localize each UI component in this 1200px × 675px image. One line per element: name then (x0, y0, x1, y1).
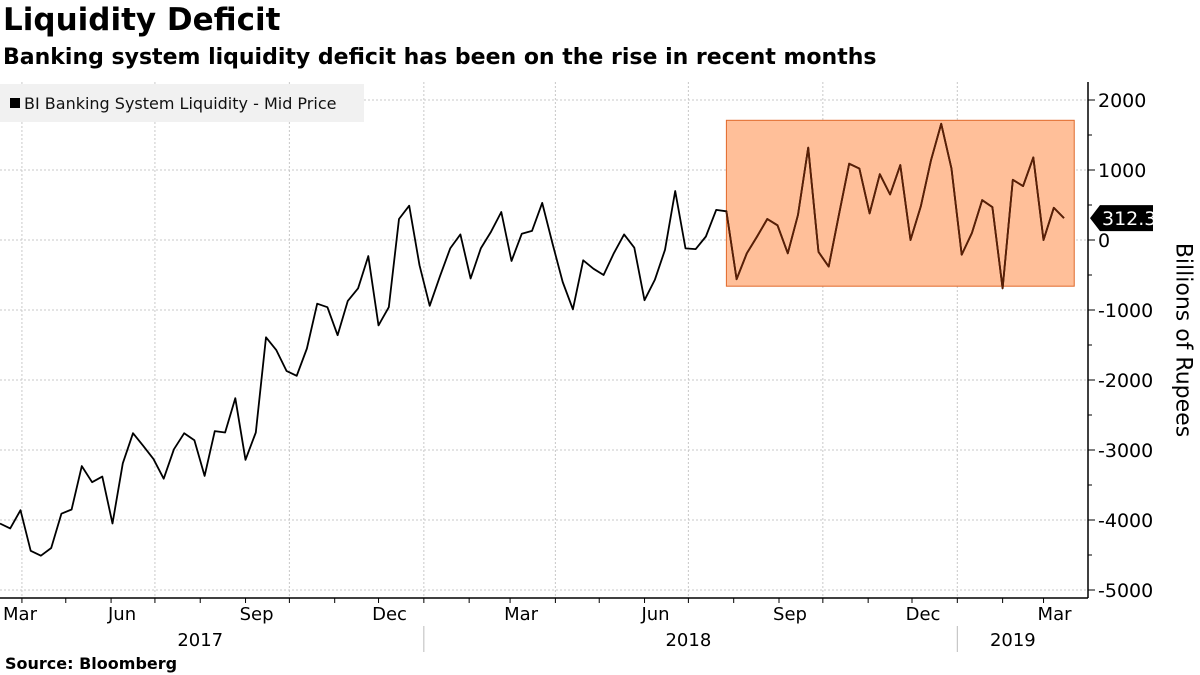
y-tick-label: -1000 (1098, 300, 1153, 322)
series-line-highlighted (725, 122, 1065, 290)
y-axis-label: Billions of Rupees (1170, 242, 1196, 438)
x-year-label: 2018 (665, 630, 711, 651)
x-month-label: Dec (372, 604, 407, 625)
last-value-tag (1090, 205, 1153, 232)
y-tick-label: -4000 (1098, 510, 1153, 532)
x-month-label: Sep (240, 604, 274, 625)
highlight-box (725, 119, 1075, 287)
x-year-label: 2017 (177, 630, 223, 651)
last-value-label: 312.38 (1102, 208, 1168, 230)
legend: BI Banking System Liquidity - Mid Price (0, 84, 364, 122)
y-tick-label: -5000 (1098, 580, 1153, 602)
x-month-label: Jun (107, 604, 136, 625)
x-month-label: Dec (906, 604, 941, 625)
y-tick-label: 0 (1098, 230, 1110, 252)
x-year-label: 2019 (990, 630, 1036, 651)
y-tick-label: 1000 (1098, 160, 1146, 182)
source-note: Source: Bloomberg (5, 654, 178, 673)
x-month-label: Jun (640, 604, 669, 625)
x-month-label: Mar (504, 604, 539, 625)
chart-subtitle: Banking system liquidity deficit has bee… (3, 45, 877, 70)
y-tick-label: -3000 (1098, 440, 1153, 462)
x-month-label: Mar (1038, 604, 1073, 625)
legend-label: BI Banking System Liquidity - Mid Price (24, 93, 337, 113)
chart-title: Liquidity Deficit (3, 2, 281, 38)
y-tick-label: -2000 (1098, 370, 1153, 392)
x-month-label: Sep (773, 604, 807, 625)
legend-swatch (10, 98, 20, 108)
y-tick-label: 2000 (1098, 90, 1146, 112)
x-month-label: Mar (3, 604, 38, 625)
